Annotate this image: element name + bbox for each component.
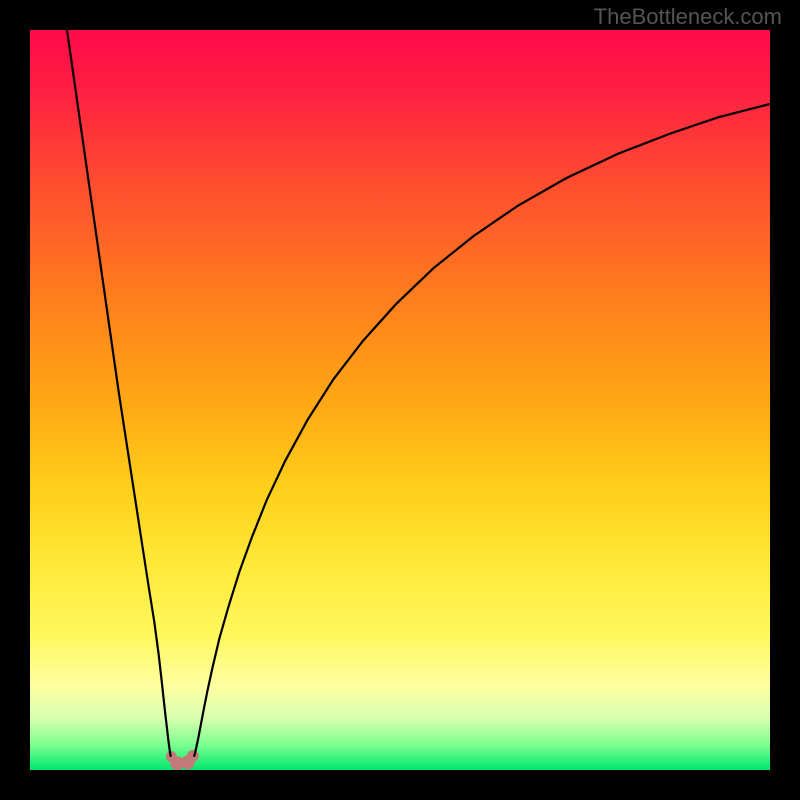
source-watermark: TheBottleneck.com — [594, 4, 782, 30]
curves-layer — [30, 30, 770, 770]
cusp-marker — [187, 750, 199, 762]
plot-area — [30, 30, 770, 770]
chart-container: TheBottleneck.com — [0, 0, 800, 800]
curve-left-branch — [67, 30, 171, 756]
curve-right-branch — [194, 104, 770, 756]
